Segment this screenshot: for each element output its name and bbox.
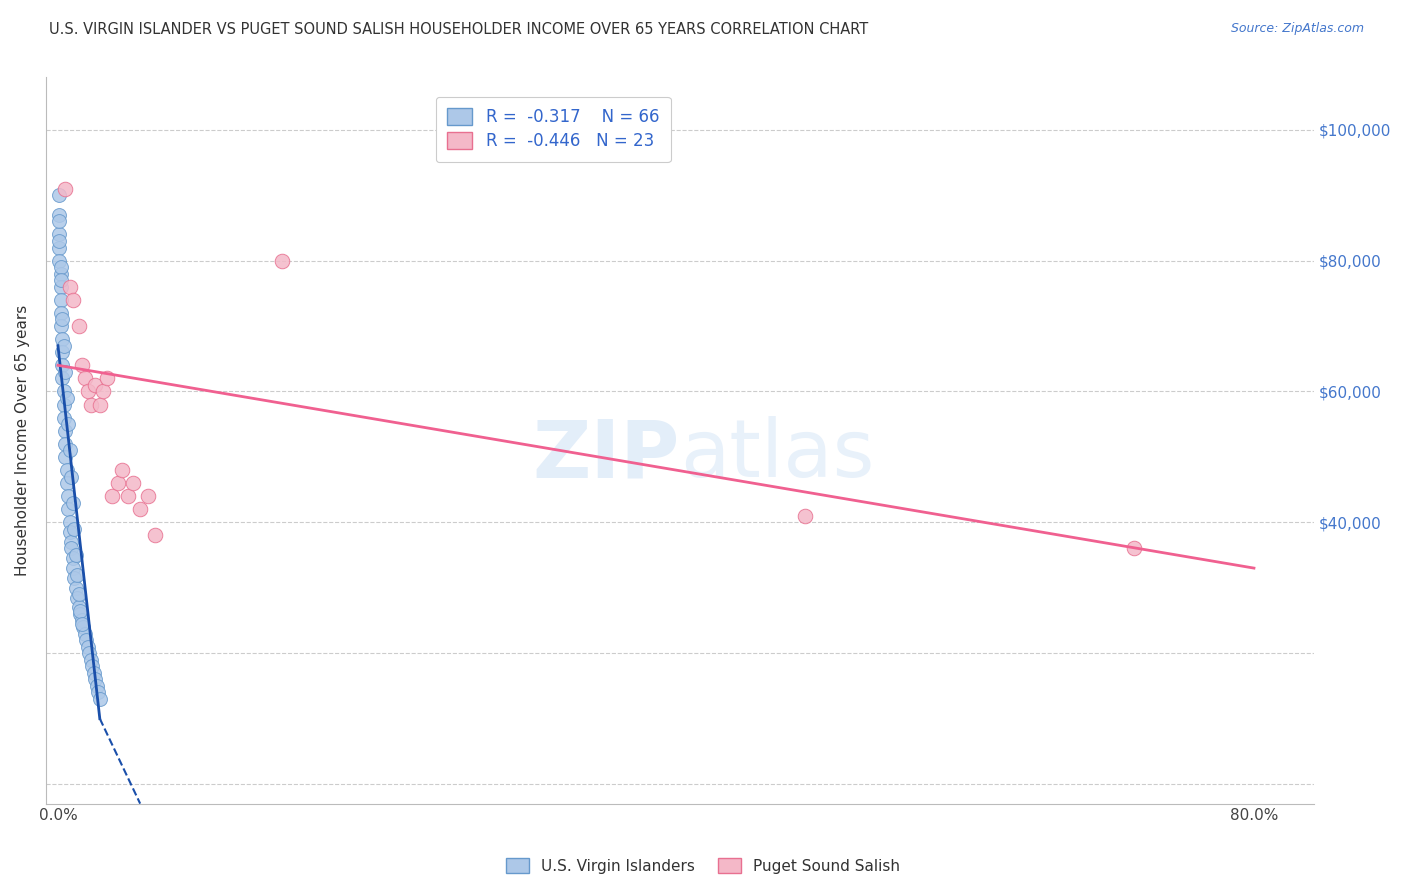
Point [58,417,80,432]
Point [84,673,107,687]
Point [66,591,89,605]
Point [91,384,114,399]
Point [73,626,96,640]
Point [59,525,82,540]
Point [136,489,159,503]
Point [56,476,79,491]
Point [70,616,93,631]
Point [63,522,86,536]
Point [55,450,77,464]
Point [55,424,77,438]
Point [60,535,83,549]
Point [70,614,93,628]
Point [58,502,80,516]
Point [62,496,84,510]
Point [56,463,79,477]
Legend: R =  -0.317    N = 66, R =  -0.446   N = 23: R = -0.317 N = 66, R = -0.446 N = 23 [436,96,671,162]
Point [65,581,87,595]
Point [129,502,152,516]
Text: ZIP: ZIP [533,416,681,494]
Point [89,398,111,412]
Point [58,489,80,503]
Point [100,489,122,503]
Point [80,398,103,412]
Point [51,312,73,326]
Point [49,319,72,334]
Point [69,604,91,618]
Point [51,345,73,359]
Point [69,607,91,621]
Point [49,280,72,294]
Point [79,646,101,660]
Point [55,181,77,195]
Point [83,665,105,680]
Point [107,476,129,491]
Point [62,293,84,307]
Point [51,359,73,373]
Point [87,685,110,699]
Point [271,253,294,268]
Point [67,319,90,334]
Point [56,391,79,405]
Point [82,659,104,673]
Point [59,443,82,458]
Text: atlas: atlas [681,416,875,494]
Point [75,633,97,648]
Point [794,508,817,523]
Y-axis label: Householder Income Over 65 years: Householder Income Over 65 years [15,305,30,576]
Point [96,371,118,385]
Point [62,561,84,575]
Point [55,365,77,379]
Point [143,528,166,542]
Point [49,273,72,287]
Text: Source: ZipAtlas.com: Source: ZipAtlas.com [1230,22,1364,36]
Point [52,398,75,412]
Point [63,571,86,585]
Point [73,371,96,385]
Point [67,600,90,615]
Point [51,371,73,385]
Point [48,208,70,222]
Point [59,516,82,530]
Point [1123,541,1146,556]
Point [86,679,108,693]
Point [48,188,70,202]
Point [48,253,70,268]
Point [117,489,139,503]
Point [60,469,83,483]
Point [49,267,72,281]
Point [51,332,73,346]
Point [62,551,84,566]
Point [48,214,70,228]
Point [70,359,93,373]
Point [49,306,72,320]
Point [59,280,82,294]
Point [76,384,98,399]
Legend: U.S. Virgin Islanders, Puget Sound Salish: U.S. Virgin Islanders, Puget Sound Salis… [501,852,905,880]
Point [52,410,75,425]
Point [48,227,70,242]
Point [48,234,70,248]
Point [65,548,87,562]
Point [48,241,70,255]
Point [111,463,134,477]
Point [55,437,77,451]
Point [66,567,89,582]
Point [52,384,75,399]
Point [72,620,94,634]
Point [60,541,83,556]
Point [84,378,107,392]
Point [89,692,111,706]
Point [67,587,90,601]
Point [121,476,143,491]
Point [49,260,72,275]
Point [49,293,72,307]
Point [80,653,103,667]
Point [76,640,98,654]
Point [52,339,75,353]
Text: U.S. VIRGIN ISLANDER VS PUGET SOUND SALISH HOUSEHOLDER INCOME OVER 65 YEARS CORR: U.S. VIRGIN ISLANDER VS PUGET SOUND SALI… [49,22,869,37]
